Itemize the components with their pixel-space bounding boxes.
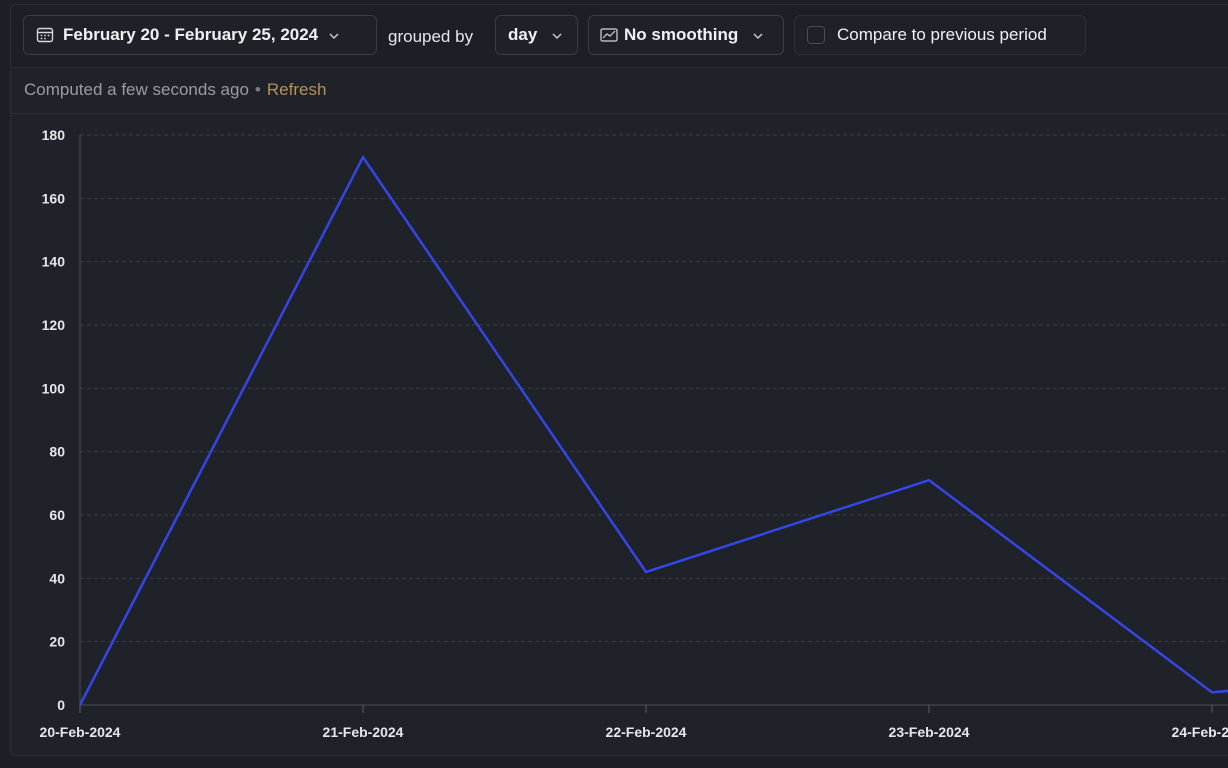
y-tick-label: 160: [42, 190, 66, 206]
x-tick-label: 20-Feb-2024: [40, 724, 121, 740]
compare-toggle[interactable]: Compare to previous period: [794, 15, 1086, 55]
y-tick-label: 180: [42, 127, 66, 143]
chevron-down-icon: [328, 25, 340, 45]
computed-status: Computed a few seconds ago • Refresh: [11, 67, 1228, 114]
interval-label: day: [508, 25, 538, 44]
separator: •: [254, 80, 261, 99]
y-tick-label: 0: [57, 697, 65, 713]
chevron-down-icon: [752, 25, 764, 45]
smoothing-label: No smoothing: [624, 25, 739, 44]
compare-checkbox[interactable]: [807, 26, 825, 44]
grouped-by-label: grouped by: [388, 27, 474, 46]
date-range-label: February 20 - February 25, 2024: [63, 25, 319, 44]
x-tick-label: 21-Feb-2024: [323, 724, 404, 740]
y-tick-label: 100: [42, 380, 66, 396]
line-chart-icon: [600, 28, 618, 42]
x-tick-label: 22-Feb-2024: [606, 724, 687, 740]
smoothing-select[interactable]: No smoothing: [588, 15, 784, 55]
y-tick-label: 140: [42, 254, 66, 270]
y-tick-label: 60: [49, 507, 65, 523]
date-range-button[interactable]: February 20 - February 25, 2024: [23, 15, 377, 55]
refresh-link[interactable]: Refresh: [266, 80, 327, 99]
interval-select[interactable]: day: [495, 15, 578, 55]
computed-text: Computed a few seconds ago: [24, 80, 249, 99]
compare-label: Compare to previous period: [837, 25, 1047, 44]
chevron-down-icon: [551, 25, 563, 45]
x-tick-label: 24-Feb-2024: [1172, 724, 1228, 740]
y-tick-label: 80: [49, 444, 65, 460]
y-tick-label: 40: [49, 570, 65, 586]
toolbar: February 20 - February 25, 2024 grouped …: [11, 5, 1228, 68]
trend-panel: February 20 - February 25, 2024 grouped …: [10, 4, 1228, 756]
series-line: [78, 154, 1228, 706]
y-tick-label: 20: [49, 634, 65, 650]
line-chart: 0 20 40 60 80 100 120 140 160 180 20-Feb-2024 21-Fe…: [40, 127, 1228, 740]
calendar-icon: [36, 26, 54, 44]
x-tick-label: 23-Feb-2024: [889, 724, 970, 740]
y-tick-label: 120: [42, 317, 66, 333]
